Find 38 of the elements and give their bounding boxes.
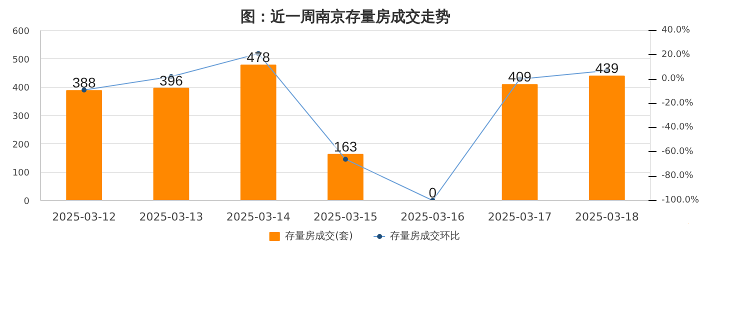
x-tick-label: 2025-03-14	[226, 210, 290, 224]
legend-label: 存量房成交(套)	[285, 230, 353, 243]
data-label: 439	[595, 60, 619, 76]
bar	[589, 76, 625, 200]
chart-title: 图：近一周南京存量房成交走势	[240, 8, 450, 26]
bar	[328, 154, 364, 200]
y-tick-label: 0	[24, 197, 30, 207]
x-tick-label: 2025-03-16	[400, 210, 465, 224]
y-tick-label: 600	[12, 27, 30, 37]
x-tick-label: 2025-03-18	[574, 210, 639, 224]
y2-tick-label: -100.0%	[662, 196, 700, 206]
bar	[66, 90, 102, 200]
data-label: 163	[334, 138, 358, 154]
y-tick-label: 300	[12, 112, 30, 122]
bar	[240, 64, 276, 200]
bar	[502, 84, 538, 200]
y2-tick-label: 20.0%	[662, 50, 691, 60]
data-label: 0	[428, 184, 437, 200]
x-tick-label: 2025-03-17	[488, 210, 552, 224]
y-tick-label: 400	[12, 84, 30, 94]
y-tick-label: 500	[12, 55, 30, 66]
y2-tick-label: 40.0%	[662, 26, 691, 36]
data-label: 388	[72, 74, 96, 91]
y2-tick-label: -60.0%	[662, 146, 694, 157]
x-tick-label: 2025-03-12	[52, 210, 116, 224]
y2-tick-label: -40.0%	[662, 122, 694, 133]
bar	[153, 88, 190, 200]
y2-tick-label: -20.0%	[662, 98, 694, 108]
y2-tick-label: -80.0%	[662, 171, 694, 182]
y-tick-label: 200	[12, 140, 30, 150]
x-tick-label: 2025-03-13	[139, 210, 204, 224]
legend-label: 存量房成交环比	[390, 230, 460, 243]
data-label: 409	[508, 68, 532, 85]
x-tick-label: 2025-03-15	[314, 210, 378, 224]
data-label: 396	[160, 72, 184, 88]
y-tick-label: 100	[12, 168, 30, 179]
y2-tick-label: 0.0%	[662, 74, 685, 84]
data-label: 478	[246, 49, 270, 66]
